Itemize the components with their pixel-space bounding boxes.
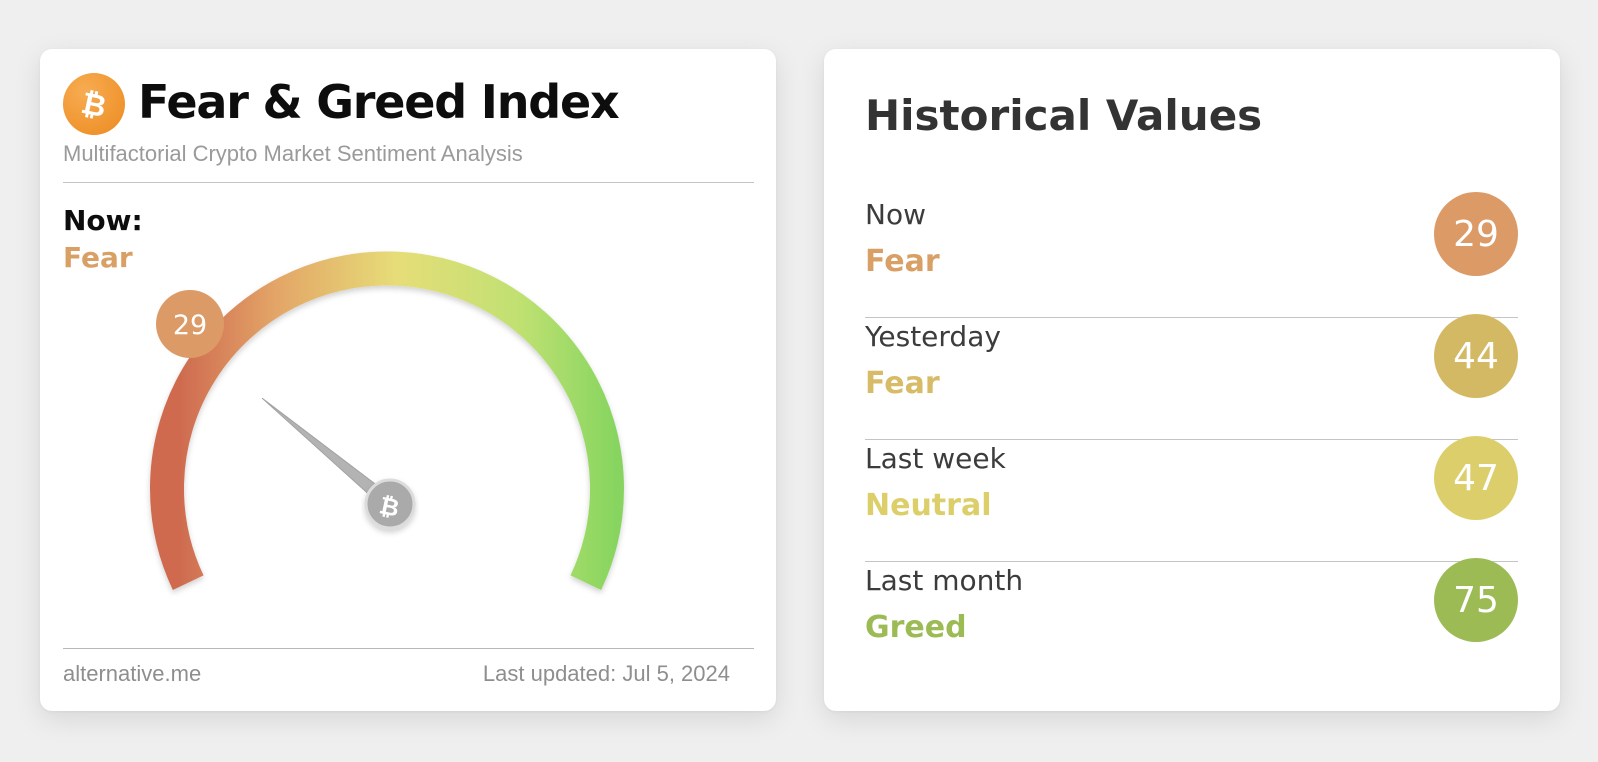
value-badge: 75 xyxy=(1434,558,1518,642)
header-divider xyxy=(63,182,754,183)
value-badge: 47 xyxy=(1434,436,1518,520)
history-row-now: Now Fear 29 xyxy=(865,192,1518,318)
historical-title: Historical Values xyxy=(865,91,1263,140)
bitcoin-icon: ₿ xyxy=(63,73,125,135)
now-label: Now: xyxy=(63,204,143,237)
gauge-arc xyxy=(150,251,624,590)
value-badge-text: 29 xyxy=(173,310,207,341)
value-badge: 29 xyxy=(1434,192,1518,276)
history-row-last-week: Last week Neutral 47 xyxy=(865,436,1518,562)
fear-greed-card: ₿ Fear & Greed Index Multifactorial Cryp… xyxy=(40,49,776,711)
value-badge: 29 xyxy=(156,290,224,358)
widget-title: Fear & Greed Index xyxy=(138,75,620,129)
footer-divider xyxy=(63,648,754,649)
classification-label: Neutral xyxy=(865,488,992,523)
classification-label: Fear xyxy=(865,244,940,279)
row-divider xyxy=(865,439,1518,440)
period-label: Last month xyxy=(865,564,1024,597)
row-divider xyxy=(865,317,1518,318)
history-row-last-month: Last month Greed 75 xyxy=(865,558,1518,684)
period-label: Yesterday xyxy=(865,320,1001,353)
row-divider xyxy=(865,561,1518,562)
last-updated: Last updated: Jul 5, 2024 xyxy=(482,661,730,686)
classification-label: Greed xyxy=(865,610,967,645)
widget-subtitle: Multifactorial Crypto Market Sentiment A… xyxy=(63,141,523,166)
historical-values-card: Historical Values Now Fear 29 Yesterday … xyxy=(824,49,1560,711)
now-classification: Fear xyxy=(63,241,133,274)
history-row-yesterday: Yesterday Fear 44 xyxy=(865,314,1518,440)
period-label: Last week xyxy=(865,442,1006,475)
source-link[interactable]: alternative.me xyxy=(63,661,202,686)
classification-label: Fear xyxy=(865,366,940,401)
sentiment-gauge: ₿ 29 xyxy=(150,251,624,590)
value-badge: 44 xyxy=(1434,314,1518,398)
period-label: Now xyxy=(865,198,926,231)
needle-hub-bitcoin-icon: ₿ xyxy=(364,478,416,530)
